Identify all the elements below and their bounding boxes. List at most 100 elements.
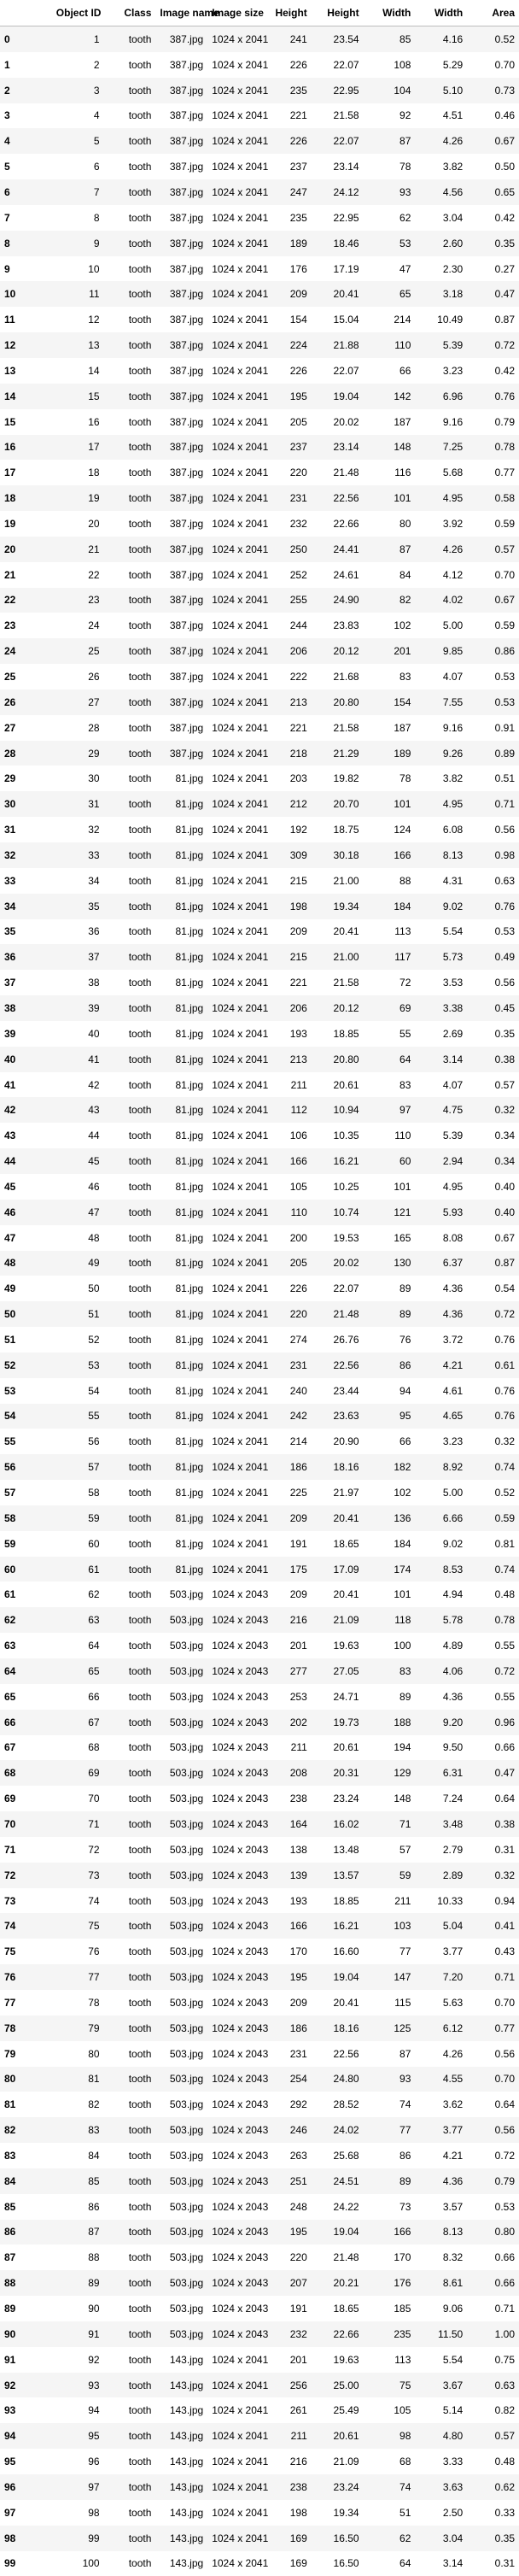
- area-cell: 0.98: [467, 842, 519, 868]
- height-px-cell: 209: [259, 281, 312, 308]
- image-name-cell: 143.jpg: [155, 2397, 208, 2424]
- width-mm-cell: 3.53: [415, 970, 468, 996]
- area-cell: 0.87: [467, 307, 519, 333]
- row-index: 23: [0, 613, 52, 639]
- image-name-cell: 81.jpg: [155, 1403, 208, 1429]
- height-mm-cell: 18.16: [311, 1454, 364, 1481]
- height-px-cell: 209: [259, 918, 312, 945]
- class-cell: tooth: [103, 2423, 156, 2450]
- table-row: 22 23 tooth 387.jpg 1024 x 2041 255 24.90 82 4.0…: [0, 587, 519, 613]
- width-mm-cell: 4.36: [415, 1276, 468, 1302]
- width-mm-cell: 3.72: [415, 1327, 468, 1353]
- row-index: 22: [0, 587, 52, 613]
- class-cell: tooth: [103, 1786, 156, 1812]
- image-size-cell: 1024 x 2041: [207, 1377, 268, 1404]
- class-cell: tooth: [103, 1862, 156, 1888]
- width-mm-cell: 9.16: [415, 408, 468, 435]
- width-mm-cell: 3.62: [415, 2092, 468, 2118]
- table-row: 97 98 tooth 143.jpg 1024 x 2041 198 19.34 51 2.5…: [0, 2499, 519, 2526]
- height-px-cell: 237: [259, 154, 312, 180]
- object-id-cell: 49: [51, 1250, 104, 1276]
- height-px-cell: 222: [259, 664, 312, 689]
- height-mm-cell: 27.05: [311, 1658, 364, 1684]
- table-row: 72 73 tooth 503.jpg 1024 x 2043 139 13.57 59 2.8…: [0, 1862, 519, 1888]
- object-id-cell: 54: [51, 1377, 104, 1404]
- width-px-cell: 57: [363, 1836, 416, 1863]
- width-px-cell: 211: [363, 1887, 416, 1914]
- table-row: 39 40 tooth 81.jpg 1024 x 2041 193 18.85 55 2.69…: [0, 1020, 519, 1047]
- area-cell: 0.47: [467, 281, 519, 308]
- width-px-cell: 83: [363, 664, 416, 689]
- height-px-cell: 193: [259, 1887, 312, 1914]
- area-cell: 0.35: [467, 2525, 519, 2551]
- class-cell: tooth: [103, 2499, 156, 2526]
- height-px-cell: 226: [259, 1276, 312, 1302]
- image-size-cell: 1024 x 2041: [207, 689, 268, 715]
- object-id-cell: 64: [51, 1633, 104, 1658]
- width-mm-cell: 8.13: [415, 842, 468, 868]
- height-mm-cell: 19.82: [311, 766, 364, 792]
- object-id-cell: 27: [51, 689, 104, 715]
- class-cell: tooth: [103, 1429, 156, 1455]
- table-row: 3 4 tooth 387.jpg 1024 x 2041 221 21.58 92 4.51 0…: [0, 103, 519, 129]
- image-name-cell: 143.jpg: [155, 2449, 208, 2474]
- image-size-cell: 1024 x 2043: [207, 2168, 268, 2194]
- class-cell: tooth: [103, 2525, 156, 2551]
- height-mm-cell: 19.04: [311, 383, 364, 409]
- height-mm-cell: 22.95: [311, 77, 364, 103]
- height-mm-cell: 23.54: [311, 26, 364, 52]
- area-cell: 0.71: [467, 1964, 519, 1990]
- height-px-cell: 200: [259, 1224, 312, 1251]
- image-name-cell: 503.jpg: [155, 2244, 208, 2271]
- image-name-cell: 81.jpg: [155, 995, 208, 1021]
- width-mm-cell: 5.14: [415, 2397, 468, 2424]
- area-cell: 0.45: [467, 995, 519, 1021]
- area-cell: 0.48: [467, 1581, 519, 1608]
- table-header: Object ID Class Image name Image size He…: [0, 0, 519, 26]
- class-cell: tooth: [103, 2193, 156, 2220]
- object-id-cell: 88: [51, 2244, 104, 2271]
- object-id-cell: 95: [51, 2423, 104, 2450]
- width-mm-cell: 6.37: [415, 1250, 468, 1276]
- row-index: 76: [0, 1964, 52, 1990]
- area-cell: 0.70: [467, 561, 519, 588]
- height-px-cell: 139: [259, 1862, 312, 1888]
- width-px-cell: 100: [363, 1633, 416, 1658]
- width-mm-cell: 5.63: [415, 1989, 468, 2016]
- image-name-cell: 387.jpg: [155, 714, 208, 741]
- width-px-cell: 89: [363, 2168, 416, 2194]
- object-id-cell: 99: [51, 2525, 104, 2551]
- width-mm-cell: 3.18: [415, 281, 468, 308]
- width-px-cell: 95: [363, 1403, 416, 1429]
- class-cell: tooth: [103, 408, 156, 435]
- area-cell: 0.40: [467, 1173, 519, 1200]
- object-id-cell: 83: [51, 2117, 104, 2144]
- object-id-cell: 60: [51, 1530, 104, 1557]
- object-id-cell: 78: [51, 1989, 104, 2016]
- width-mm-cell: 4.07: [415, 664, 468, 689]
- width-px-cell: 201: [363, 638, 416, 665]
- height-mm-cell: 22.66: [311, 511, 364, 537]
- width-mm-cell: 5.39: [415, 1123, 468, 1149]
- height-mm-cell: 19.34: [311, 2499, 364, 2526]
- object-id-cell: 92: [51, 2346, 104, 2373]
- area-cell: 0.41: [467, 1913, 519, 1939]
- width-px-cell: 101: [363, 791, 416, 818]
- image-size-cell: 1024 x 2041: [207, 2423, 268, 2450]
- row-index: 60: [0, 1556, 52, 1582]
- class-cell: tooth: [103, 536, 156, 562]
- object-id-cell: 48: [51, 1224, 104, 1251]
- image-name-cell: 387.jpg: [155, 434, 208, 461]
- table-row: 74 75 tooth 503.jpg 1024 x 2043 166 16.21 103 5.…: [0, 1913, 519, 1939]
- width-px-cell: 78: [363, 154, 416, 180]
- object-id-cell: 42: [51, 1071, 104, 1098]
- height-mm-cell: 18.65: [311, 1530, 364, 1557]
- height-px-cell: 205: [259, 408, 312, 435]
- class-cell: tooth: [103, 893, 156, 919]
- table-row: 32 33 tooth 81.jpg 1024 x 2041 309 30.18 166 8.1…: [0, 842, 519, 868]
- area-cell: 0.42: [467, 357, 519, 384]
- class-cell: tooth: [103, 1480, 156, 1505]
- table-row: 4 5 tooth 387.jpg 1024 x 2041 226 22.07 87 4.26 0…: [0, 128, 519, 155]
- width-mm-cell: 4.02: [415, 587, 468, 613]
- table-row: 96 97 tooth 143.jpg 1024 x 2041 238 23.24 74 3.6…: [0, 2474, 519, 2500]
